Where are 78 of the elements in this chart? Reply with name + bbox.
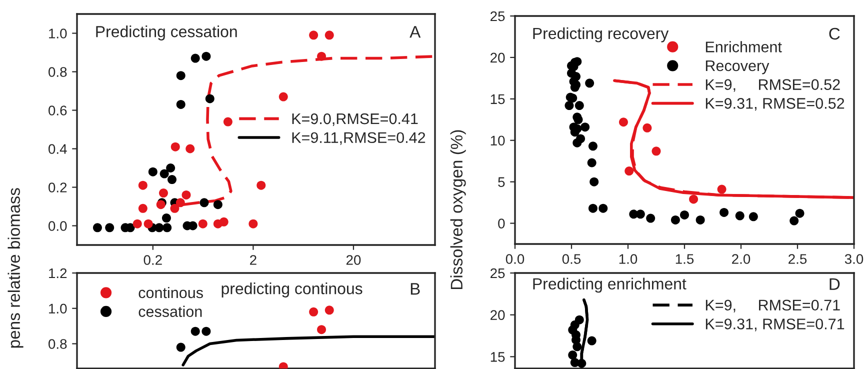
x-tick-label: 2 xyxy=(250,255,256,265)
y-tick-label: 5 xyxy=(498,177,505,187)
text: Predicting recovery xyxy=(533,27,669,42)
point xyxy=(795,208,804,218)
legend-label: cessation xyxy=(138,306,202,317)
legend-label: Recovery xyxy=(706,60,770,74)
y-tick-label: 10 xyxy=(490,136,505,146)
point xyxy=(618,118,628,127)
y-tick-label: 25 xyxy=(490,268,505,278)
point xyxy=(670,215,680,224)
point xyxy=(624,166,634,176)
y-tick-label: 0.2 xyxy=(48,182,67,192)
point xyxy=(646,214,656,223)
x-tick-label: 2.5 xyxy=(788,254,807,264)
chart-title: Predicting enrichment xyxy=(533,278,686,293)
y-tick-label: 0.0 xyxy=(48,221,67,231)
point xyxy=(652,146,661,156)
y-axis-title: Dissolved oxygen (%) xyxy=(450,130,466,290)
point xyxy=(587,158,596,168)
x-tick-label: 3.0 xyxy=(844,254,864,264)
point xyxy=(564,101,574,110)
point xyxy=(735,211,744,220)
annotation: C xyxy=(829,28,840,40)
point xyxy=(680,210,689,220)
legend-label: K=9, RMSE=0.71 xyxy=(706,300,840,312)
legend-label: K=9.31, RMSE=0.52 xyxy=(706,98,844,111)
point xyxy=(572,342,582,352)
x-tick-label: 0.5 xyxy=(562,254,581,264)
point xyxy=(720,208,729,217)
legend-label: K=9.0,RMSE=0.41 xyxy=(292,113,418,126)
point xyxy=(572,138,582,148)
legend-label: K=9.11,RMSE=0.42 xyxy=(292,132,426,145)
annotation: B xyxy=(410,283,420,295)
point xyxy=(587,336,596,346)
x-tick-label: 1.0 xyxy=(619,254,638,264)
y-tick-label: 15 xyxy=(490,352,505,362)
legend-label: continous xyxy=(138,286,203,298)
legend-label: K=9, RMSE=0.52 xyxy=(706,79,840,92)
y-tick-label: 15 xyxy=(490,94,505,104)
x-tick-label: 0.2 xyxy=(144,255,162,265)
point xyxy=(590,177,599,186)
y-tick-label: 20 xyxy=(490,52,505,63)
x-tick-label: 2.0 xyxy=(732,254,750,264)
legend-label: Enrichment xyxy=(706,41,782,52)
y-tick-label: 0.8 xyxy=(48,339,67,349)
point xyxy=(588,204,598,213)
point xyxy=(748,212,758,222)
legend-label: K=9.31, RMSE=0.71 xyxy=(706,318,844,332)
y-axis-title: pens relative biomass xyxy=(8,188,24,348)
y-tick-label: 0.8 xyxy=(48,67,67,77)
y-tick-label: 0 xyxy=(498,218,505,228)
point xyxy=(574,101,584,110)
y-tick-label: 1.2 xyxy=(49,268,67,278)
point xyxy=(696,215,705,224)
x-tick-label: 0.0 xyxy=(506,254,524,264)
point xyxy=(574,315,584,324)
annotation: D xyxy=(830,278,840,290)
point xyxy=(577,358,586,368)
y-tick-label: 20 xyxy=(490,310,505,320)
y-tick-label: 0.6 xyxy=(48,106,67,116)
text: predicting continous xyxy=(222,282,362,298)
point xyxy=(588,142,598,151)
x-tick-label: 20 xyxy=(346,255,361,265)
point xyxy=(568,350,578,360)
text: Predicting cessation xyxy=(96,26,237,40)
annotation: A xyxy=(410,26,421,38)
point xyxy=(598,204,608,213)
point xyxy=(580,122,590,132)
y-tick-label: 25 xyxy=(490,11,505,22)
point xyxy=(585,78,594,88)
point xyxy=(790,216,799,226)
x-tick-label: 1.5 xyxy=(676,254,694,264)
point xyxy=(689,194,698,204)
point xyxy=(717,184,726,194)
y-tick-label: 1.0 xyxy=(49,304,67,314)
point xyxy=(642,123,652,132)
y-tick-label: 1.0 xyxy=(49,28,67,38)
y-tick-label: 0.4 xyxy=(48,144,67,154)
